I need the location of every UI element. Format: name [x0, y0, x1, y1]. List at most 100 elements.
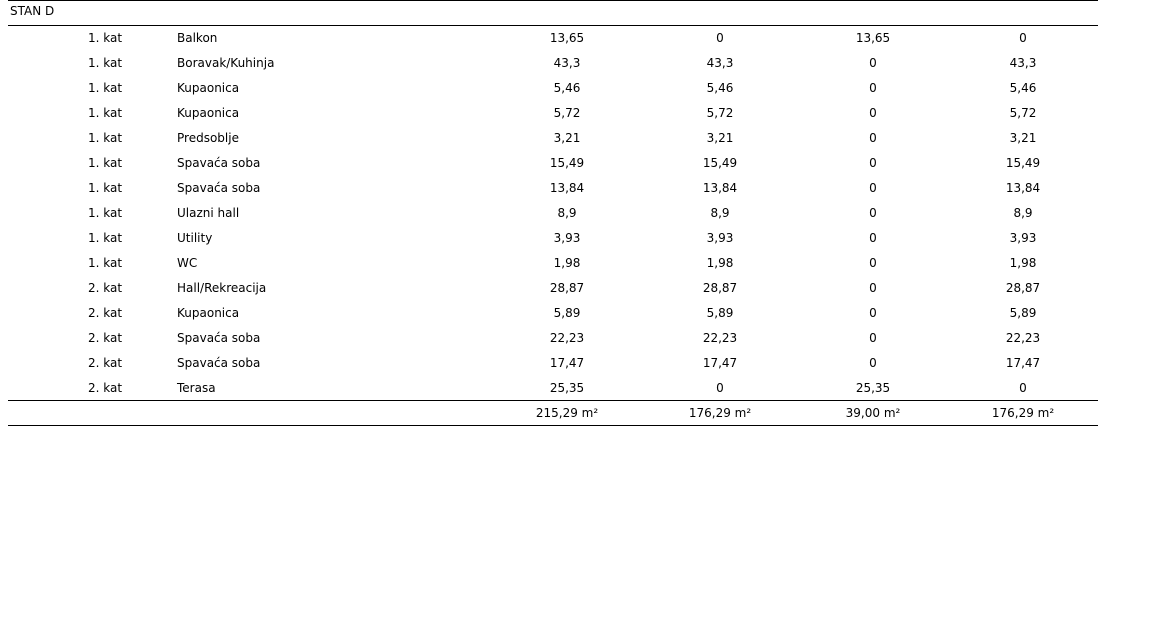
cell-area-total: 8,9: [557, 206, 577, 220]
cell-room: Balkon: [177, 31, 218, 45]
cell-room: Kupaonica: [177, 81, 240, 95]
totals-rule: [8, 400, 1098, 401]
cell-area-a: 0: [716, 31, 724, 45]
cell-area-a: 15,49: [702, 156, 738, 170]
header-rule: [8, 25, 1098, 26]
cell-room: Kupaonica: [177, 306, 240, 320]
cell-area-total: 3,93: [553, 231, 581, 245]
cell-floor: 1. kat: [87, 156, 123, 170]
cell-floor: 1. kat: [87, 206, 123, 220]
cell-area-a: 17,47: [702, 356, 738, 370]
cell-area-total: 28,87: [549, 281, 585, 295]
total: 176,29 m²: [991, 406, 1055, 420]
cell-area-c: 5,89: [1009, 306, 1037, 320]
cell-area-b: 0: [869, 206, 877, 220]
total: 176,29 m²: [688, 406, 752, 420]
cell-area-c: 3,21: [1009, 131, 1037, 145]
cell-floor: 1. kat: [87, 81, 123, 95]
cell-room: Spavaća soba: [177, 331, 261, 345]
total: 215,29 m²: [535, 406, 599, 420]
cell-area-a: 3,93: [706, 231, 734, 245]
cell-area-c: 0: [1019, 381, 1027, 395]
cell-floor: 1. kat: [87, 231, 123, 245]
cell-area-c: 0: [1019, 31, 1027, 45]
cell-room: WC: [177, 256, 198, 270]
cell-room: Predsoblje: [177, 131, 239, 145]
cell-floor: 2. kat: [87, 306, 123, 320]
cell-area-c: 8,9: [1013, 206, 1033, 220]
cell-floor: 1. kat: [87, 56, 123, 70]
cell-area-total: 43,3: [553, 56, 581, 70]
cell-area-a: 22,23: [702, 331, 738, 345]
cell-floor: 2. kat: [87, 381, 123, 395]
cell-area-a: 8,9: [710, 206, 730, 220]
cell-floor: 2. kat: [87, 331, 123, 345]
cell-room: Boravak/Kuhinja: [177, 56, 275, 70]
cell-area-b: 0: [869, 156, 877, 170]
cell-area-c: 13,84: [1005, 181, 1041, 195]
cell-room: Utility: [177, 231, 213, 245]
cell-floor: 2. kat: [87, 356, 123, 370]
cell-area-b: 0: [869, 231, 877, 245]
cell-area-b: 0: [869, 131, 877, 145]
cell-area-c: 1,98: [1009, 256, 1037, 270]
cell-area-total: 1,98: [553, 256, 581, 270]
cell-room: Spavaća soba: [177, 356, 261, 370]
cell-area-b: 0: [869, 331, 877, 345]
cell-area-a: 13,84: [702, 181, 738, 195]
cell-area-b: 0: [869, 356, 877, 370]
cell-area-c: 5,46: [1009, 81, 1037, 95]
cell-area-c: 43,3: [1009, 56, 1037, 70]
cell-floor: 1. kat: [87, 31, 123, 45]
cell-area-b: 0: [869, 81, 877, 95]
cell-area-c: 22,23: [1005, 331, 1041, 345]
cell-area-c: 28,87: [1005, 281, 1041, 295]
cell-area-a: 43,3: [706, 56, 734, 70]
cell-room: Hall/Rekreacija: [177, 281, 267, 295]
cell-area-b: 0: [869, 256, 877, 270]
cell-area-total: 17,47: [549, 356, 585, 370]
cell-room: Spavaća soba: [177, 181, 261, 195]
cell-area-total: 13,65: [549, 31, 585, 45]
cell-area-c: 5,72: [1009, 106, 1037, 120]
cell-area-a: 5,89: [706, 306, 734, 320]
cell-floor: 1. kat: [87, 106, 123, 120]
cell-area-c: 3,93: [1009, 231, 1037, 245]
cell-area-b: 0: [869, 106, 877, 120]
cell-area-a: 28,87: [702, 281, 738, 295]
total: 39,00 m²: [845, 406, 901, 420]
cell-area-b: 0: [869, 181, 877, 195]
top-rule: [8, 0, 1098, 1]
cell-area-c: 17,47: [1005, 356, 1041, 370]
cell-area-total: 25,35: [549, 381, 585, 395]
bottom-rule: [8, 425, 1098, 426]
cell-area-c: 15,49: [1005, 156, 1041, 170]
cell-area-b: 0: [869, 306, 877, 320]
cell-area-a: 1,98: [706, 256, 734, 270]
cell-room: Terasa: [177, 381, 216, 395]
cell-area-a: 0: [716, 381, 724, 395]
cell-room: Spavaća soba: [177, 156, 261, 170]
cell-floor: 1. kat: [87, 181, 123, 195]
cell-area-b: 25,35: [855, 381, 891, 395]
cell-area-total: 13,84: [549, 181, 585, 195]
title: STAN D: [10, 4, 55, 18]
cell-floor: 2. kat: [87, 281, 123, 295]
cell-area-total: 15,49: [549, 156, 585, 170]
cell-area-total: 5,72: [553, 106, 581, 120]
cell-floor: 1. kat: [87, 256, 123, 270]
cell-room: Kupaonica: [177, 106, 240, 120]
cell-area-b: 0: [869, 281, 877, 295]
cell-area-total: 22,23: [549, 331, 585, 345]
cell-area-a: 3,21: [706, 131, 734, 145]
cell-area-a: 5,46: [706, 81, 734, 95]
cell-area-total: 3,21: [553, 131, 581, 145]
cell-floor: 1. kat: [87, 131, 123, 145]
cell-area-a: 5,72: [706, 106, 734, 120]
cell-area-b: 0: [869, 56, 877, 70]
cell-area-b: 13,65: [855, 31, 891, 45]
cell-area-total: 5,89: [553, 306, 581, 320]
cell-area-total: 5,46: [553, 81, 581, 95]
cell-room: Ulazni hall: [177, 206, 240, 220]
